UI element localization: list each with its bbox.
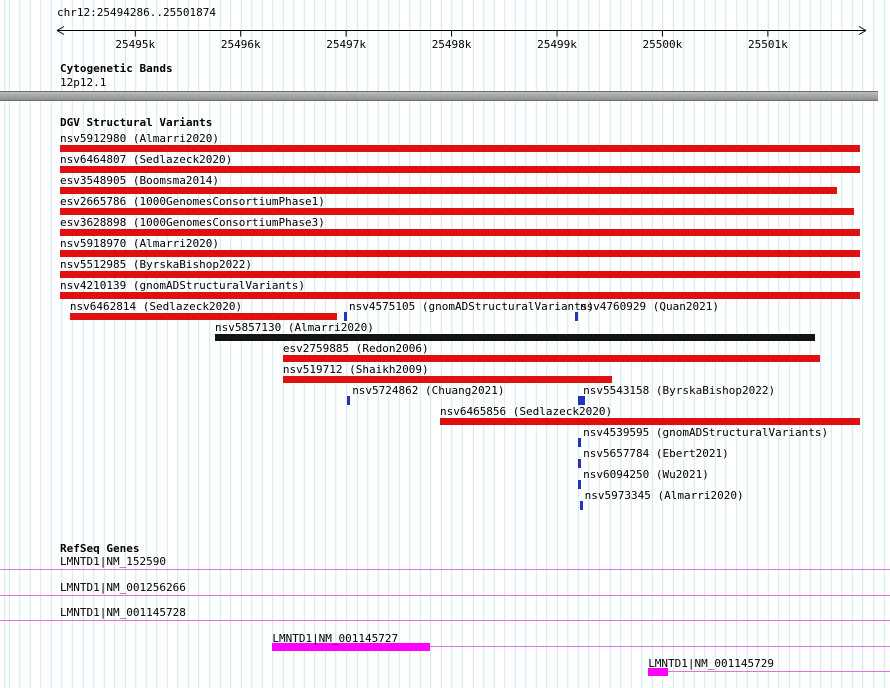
variant-bar[interactable] — [60, 166, 860, 173]
variant-bar[interactable] — [60, 145, 860, 152]
coordinate-ruler[interactable]: 25495k 25496k 25497k 25498k 25499k 25500k 2550… — [0, 0, 890, 56]
gene-label[interactable]: LMNTD1|NM_152590 — [60, 555, 166, 568]
variant-point[interactable] — [578, 396, 586, 405]
variant-label[interactable]: nsv6465856 (Sedlazeck2020) — [439, 405, 613, 418]
variant-label[interactable]: nsv5973345 (Almarri2020) — [584, 489, 744, 502]
variant-label[interactable]: nsv5724862 (Chuang2021) — [352, 384, 505, 397]
variant-label[interactable]: nsv4760929 (Quan2021) — [579, 300, 719, 313]
axis-tick-label: 25496k — [221, 38, 261, 51]
axis-tick-label: 25501k — [748, 38, 788, 51]
gene-intron-line[interactable] — [0, 594, 890, 596]
gene-label[interactable]: LMNTD1|NM_001145727 — [272, 631, 399, 645]
variant-bar[interactable] — [60, 229, 860, 236]
gene-intron-line[interactable] — [0, 620, 890, 621]
gene-intron-line[interactable] — [0, 569, 890, 570]
variant-bar[interactable] — [282, 355, 821, 362]
gene-label[interactable]: LMNTD1|NM_001145728 — [60, 606, 186, 619]
axis-tick-label: 25497k — [326, 38, 366, 51]
axis-tick-label: 25499k — [537, 38, 577, 51]
variant-label[interactable]: nsv4210139 (gnomADStructuralVariants) — [60, 279, 306, 292]
variant-bar[interactable] — [60, 250, 860, 257]
variant-point[interactable] — [574, 312, 578, 321]
variant-label[interactable]: nsv5918970 (Almarri2020) — [60, 237, 219, 250]
variants-section-title: DGV Structural Variants — [60, 116, 213, 129]
ruler-line — [858, 30, 867, 35]
variant-point[interactable] — [578, 480, 582, 489]
variant-bar[interactable] — [69, 313, 337, 320]
axis-tick-label: 25498k — [432, 38, 472, 51]
ruler-line — [858, 26, 867, 31]
axis-tick-label: 25500k — [643, 38, 683, 51]
variant-bar[interactable] — [60, 187, 838, 194]
variant-bar[interactable] — [60, 271, 860, 278]
gene-label[interactable]: LMNTD1|NM_001256266 — [60, 580, 186, 594]
variant-bar[interactable] — [214, 334, 815, 341]
gene-intron-line[interactable] — [668, 671, 890, 672]
variant-label[interactable]: nsv519712 (Shaikh2009) — [282, 363, 429, 376]
cytoband-bar — [0, 91, 878, 101]
variant-label[interactable]: nsv4539595 (gnomADStructuralVariants) — [583, 426, 829, 439]
variant-label[interactable]: esv3628898 (1000GenomesConsortiumPhase3) — [60, 216, 325, 229]
cytoband-label: 12p12.1 — [60, 76, 107, 89]
variant-point[interactable] — [578, 438, 582, 447]
variant-label[interactable]: nsv4575105 (gnomADStructuralVariants) — [349, 300, 595, 313]
variant-point[interactable] — [344, 312, 348, 321]
variant-label[interactable]: nsv5543158 (ByrskaBishop2022) — [583, 384, 776, 397]
variant-label[interactable]: nsv5657784 (Ebert2021) — [583, 447, 729, 460]
variant-label[interactable]: nsv5912980 (Almarri2020) — [60, 132, 219, 145]
variant-point[interactable] — [347, 396, 351, 405]
variant-point[interactable] — [578, 459, 582, 468]
cytobands-section-title: Cytogenetic Bands — [60, 62, 173, 75]
gene-exon-bar[interactable] — [648, 668, 669, 676]
region-coordinates: chr12:25494286..25501874 — [57, 6, 216, 19]
variant-label[interactable]: nsv5512985 (ByrskaBishop2022) — [60, 258, 253, 271]
variant-bar[interactable] — [282, 376, 612, 383]
axis-tick-label: 25495k — [115, 38, 155, 51]
variant-label[interactable]: esv2759885 (Redon2006) — [282, 342, 429, 355]
variant-bar[interactable] — [60, 292, 860, 299]
gene-intron-line[interactable] — [429, 645, 890, 647]
variant-point[interactable] — [579, 501, 583, 510]
ruler-line — [56, 30, 65, 35]
variant-bar[interactable] — [439, 418, 860, 425]
variant-bar[interactable] — [60, 208, 855, 215]
variant-label[interactable]: nsv5857130 (Almarri2020) — [214, 321, 374, 334]
gene-label[interactable]: LMNTD1|NM_001145729 — [648, 657, 775, 670]
variant-label[interactable]: esv2665786 (1000GenomesConsortiumPhase1) — [60, 195, 325, 208]
variant-label[interactable]: esv3548905 (Boomsma2014) — [60, 174, 219, 187]
ruler-line — [56, 26, 65, 31]
variant-label[interactable]: nsv6464807 (Sedlazeck2020) — [60, 153, 233, 166]
gene-exon-bar[interactable] — [272, 642, 430, 651]
genes-section-title: RefSeq Genes — [60, 542, 140, 555]
variant-label[interactable]: nsv6094250 (Wu2021) — [583, 468, 709, 481]
variant-label[interactable]: nsv6462814 (Sedlazeck2020) — [69, 300, 243, 313]
